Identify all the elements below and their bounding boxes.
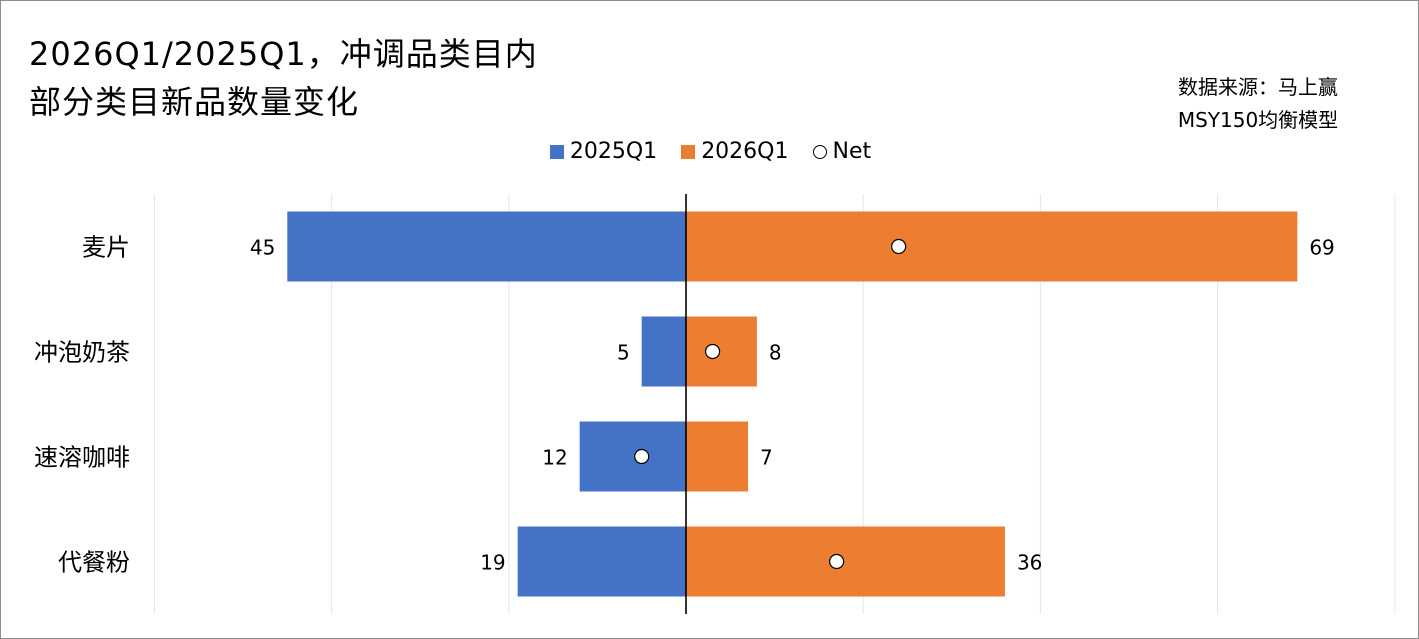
data-label-2025q1: 5 bbox=[617, 341, 630, 365]
net-marker bbox=[891, 238, 907, 255]
data-label-2026q1: 7 bbox=[760, 446, 773, 470]
legend-label-2026q1: 2026Q1 bbox=[701, 139, 789, 164]
legend-marker-net bbox=[812, 144, 827, 159]
bar-2025q1 bbox=[579, 421, 686, 492]
data-label-2025q1: 19 bbox=[480, 551, 505, 575]
bar-2026q1 bbox=[686, 211, 1298, 282]
net-marker bbox=[829, 553, 845, 570]
source-label: 数据来源：马上赢 bbox=[1178, 75, 1338, 99]
category-label: 代餐粉 bbox=[58, 549, 130, 577]
net-marker bbox=[704, 343, 721, 360]
legend-label-net: Net bbox=[832, 139, 872, 164]
bar-2025q1 bbox=[287, 211, 686, 282]
bar-2025q1 bbox=[641, 316, 686, 387]
bar-2026q1 bbox=[686, 421, 749, 492]
bar-2026q1 bbox=[686, 316, 757, 387]
chart-title-line2: 部分类目新品数量变化 bbox=[29, 83, 360, 121]
data-label-2026q1: 36 bbox=[1017, 551, 1042, 575]
net-marker bbox=[634, 448, 650, 465]
data-label-2025q1: 45 bbox=[250, 236, 275, 260]
bar-2025q1 bbox=[517, 526, 686, 597]
chart-title-line1: 2026Q1/2025Q1，冲调品类目内 bbox=[29, 35, 538, 73]
legend-item-2026q1: 2026Q1 bbox=[681, 139, 789, 164]
legend-label-2025q1: 2025Q1 bbox=[569, 139, 658, 164]
bar-2026q1 bbox=[686, 526, 1005, 597]
data-label-2025q1: 12 bbox=[542, 446, 567, 470]
legend-item-2025q1: 2025Q1 bbox=[549, 139, 658, 164]
data-label-2026q1: 69 bbox=[1309, 236, 1334, 260]
legend-item-net: Net bbox=[812, 139, 872, 164]
data-label-2026q1: 8 bbox=[769, 341, 782, 365]
legend-swatch-2025q1 bbox=[549, 144, 564, 159]
chart-legend: 2025Q1 2026Q1 Net bbox=[1, 139, 1419, 164]
category-label: 速溶咖啡 bbox=[34, 444, 130, 472]
legend-swatch-2026q1 bbox=[681, 144, 696, 159]
category-label: 冲泡奶茶 bbox=[34, 339, 130, 367]
category-label: 麦片 bbox=[82, 234, 130, 262]
source-model-label: MSY150均衡模型 bbox=[1177, 108, 1339, 132]
